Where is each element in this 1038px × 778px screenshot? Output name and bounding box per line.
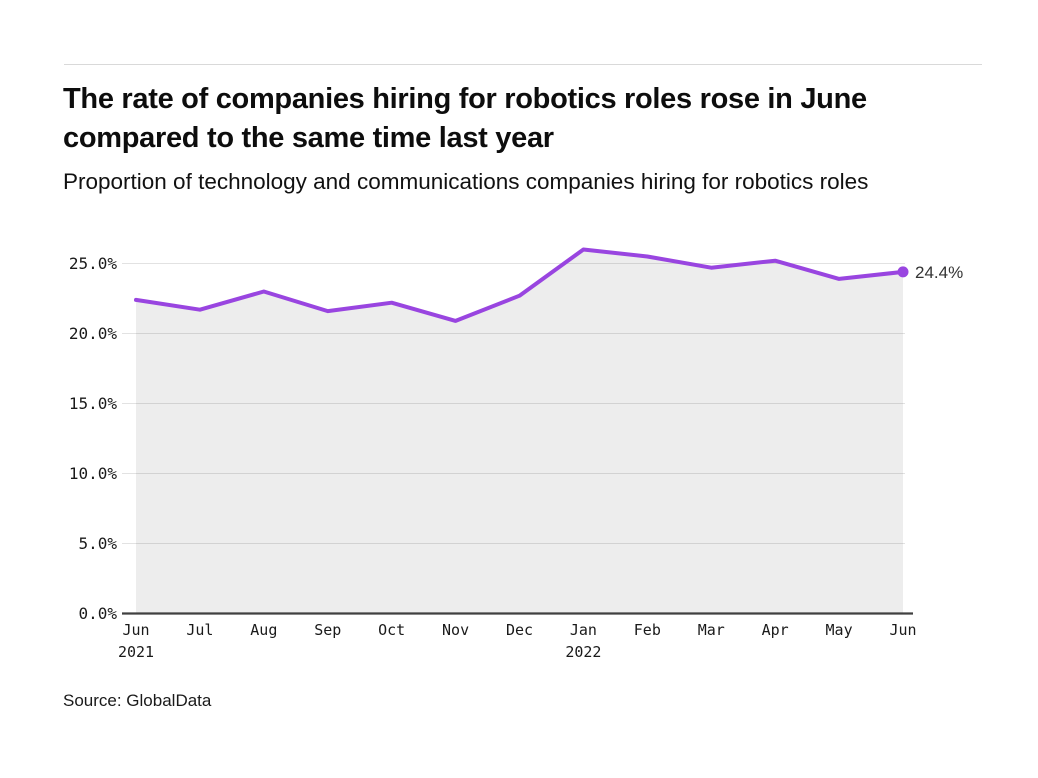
y-tick-label: 20.0% — [69, 324, 118, 343]
y-tick-label: 5.0% — [78, 534, 117, 553]
end-marker-dot — [897, 266, 909, 278]
y-tick-label: 10.0% — [69, 464, 118, 483]
x-tick-label: Oct — [378, 621, 405, 639]
x-tick-label: Feb — [634, 621, 661, 639]
x-tick-label: Mar — [698, 621, 725, 639]
y-tick-label: 0.0% — [78, 604, 117, 623]
x-tick-year-label: 2022 — [565, 643, 601, 661]
x-tick-label: May — [826, 621, 853, 639]
series-line — [134, 247, 905, 323]
x-tick-label: Dec — [506, 621, 533, 639]
page-title: The rate of companies hiring for robotic… — [63, 83, 867, 154]
divider — [64, 64, 982, 65]
x-tick-label: Apr — [762, 621, 789, 639]
x-tick-label: Jun — [122, 621, 149, 639]
y-tick-label: 15.0% — [69, 394, 118, 413]
area-fill — [136, 249, 903, 614]
x-tick-year-label: 2021 — [118, 643, 154, 661]
x-tick-label: Aug — [250, 621, 277, 639]
x-tick-label: Nov — [442, 621, 469, 639]
page-subtitle: Proportion of technology and communicati… — [63, 169, 869, 194]
x-tick-label: Sep — [314, 621, 341, 639]
x-tick-label: Jun — [889, 621, 916, 639]
source-note: Source: GlobalData — [63, 691, 212, 710]
x-tick-label: Jul — [186, 621, 213, 639]
y-tick-label: 25.0% — [69, 254, 118, 273]
x-tick-label: Jan — [570, 621, 597, 639]
end-value-label: 24.4% — [915, 263, 963, 282]
